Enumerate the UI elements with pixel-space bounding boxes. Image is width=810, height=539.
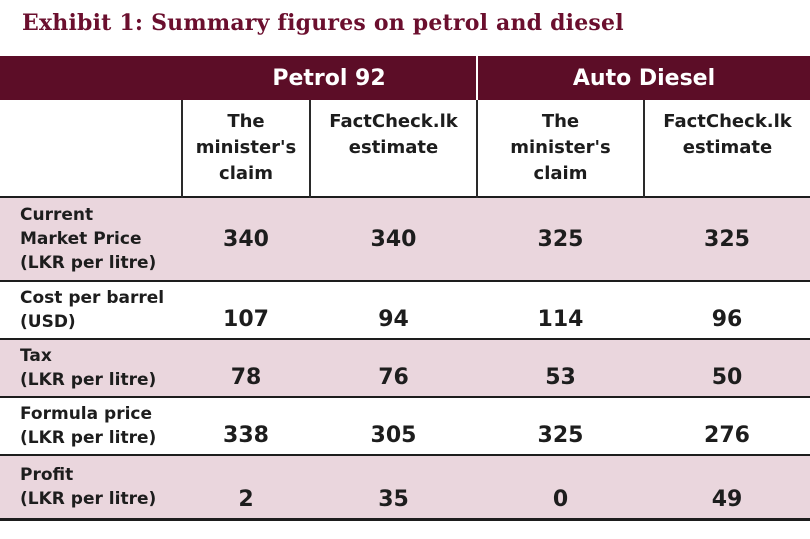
sub-header-row: The minister's claim FactCheck.lk estima…	[0, 100, 810, 197]
row-label-line: Market Price	[20, 229, 142, 249]
cell-value: 53	[477, 339, 644, 397]
cell-value: 107	[182, 281, 310, 339]
cell-value: 50	[644, 339, 810, 397]
sub-header-line: claim	[533, 163, 588, 184]
row-label-line: (LKR per litre)	[20, 253, 157, 273]
row-label-line: Formula price	[20, 404, 153, 424]
table-row-tax: Tax (LKR per litre) 78 76 53 50	[0, 339, 810, 397]
sub-header-line: estimate	[348, 137, 439, 158]
sub-header-line: minister's	[510, 137, 611, 158]
table-row-cost-per-barrel: Cost per barrel (USD) 107 94 114 96	[0, 281, 810, 339]
sub-header-petrol-estimate: FactCheck.lk estimate	[309, 100, 477, 197]
row-label: Formula price (LKR per litre)	[0, 397, 182, 455]
row-label-line: Current	[20, 205, 94, 225]
sub-header-corner	[0, 100, 182, 197]
corner-cell	[0, 56, 182, 100]
sub-header-line	[311, 161, 476, 187]
sub-header-diesel-claim: The minister's claim	[476, 100, 644, 197]
row-label: Profit (LKR per litre)	[0, 455, 182, 519]
sub-header-petrol-claim: The minister's claim	[181, 100, 310, 197]
sub-header-line: claim	[219, 163, 273, 184]
sub-header-line	[645, 161, 810, 187]
cell-value: 338	[182, 397, 310, 455]
cell-value: 0	[477, 455, 644, 519]
group-header-petrol: Petrol 92	[182, 56, 477, 100]
cell-value: 2	[182, 455, 310, 519]
row-label: Current Market Price (LKR per litre)	[0, 197, 182, 281]
sub-header-line: minister's	[195, 137, 297, 158]
row-label-line: (LKR per litre)	[20, 370, 157, 390]
row-label: Cost per barrel (USD)	[0, 281, 182, 339]
row-label-line: (LKR per litre)	[20, 428, 157, 448]
table-row-current-market-price: Current Market Price (LKR per litre) 340…	[0, 197, 810, 281]
cell-value: 325	[644, 197, 810, 281]
row-label-line: (LKR per litre)	[20, 488, 157, 509]
summary-table: Petrol 92 Auto Diesel The minister's cla…	[0, 56, 810, 521]
cell-value: 276	[644, 397, 810, 455]
sub-header-line: The	[227, 111, 265, 132]
group-header-diesel: Auto Diesel	[475, 56, 810, 100]
sub-header-line: estimate	[682, 137, 773, 158]
row-label-line: (USD)	[20, 312, 76, 332]
sub-header-diesel-estimate: FactCheck.lk estimate	[642, 100, 810, 197]
sub-header-line: The	[541, 111, 580, 132]
row-label: Tax (LKR per litre)	[0, 339, 182, 397]
row-label-line: Tax	[20, 346, 52, 366]
cell-value: 49	[644, 455, 810, 519]
cell-value: 325	[477, 397, 644, 455]
cell-value: 76	[310, 339, 477, 397]
group-header-row: Petrol 92 Auto Diesel	[0, 56, 810, 100]
row-label-line: Profit	[20, 464, 74, 485]
sub-header-line: FactCheck.lk	[329, 111, 458, 132]
exhibit-title: Exhibit 1: Summary figures on petrol and…	[22, 10, 624, 36]
cell-value: 340	[182, 197, 310, 281]
cell-value: 114	[477, 281, 644, 339]
cell-value: 340	[310, 197, 477, 281]
cell-value: 325	[477, 197, 644, 281]
cell-value: 94	[310, 281, 477, 339]
row-label-line: Cost per barrel	[20, 288, 165, 308]
table-row-formula-price: Formula price (LKR per litre) 338 305 32…	[0, 397, 810, 455]
sub-header-line: FactCheck.lk	[663, 111, 792, 132]
cell-value: 305	[310, 397, 477, 455]
table-row-profit: Profit (LKR per litre) 2 35 0 49	[0, 455, 810, 519]
cell-value: 78	[182, 339, 310, 397]
cell-value: 96	[644, 281, 810, 339]
cell-value: 35	[310, 455, 477, 519]
